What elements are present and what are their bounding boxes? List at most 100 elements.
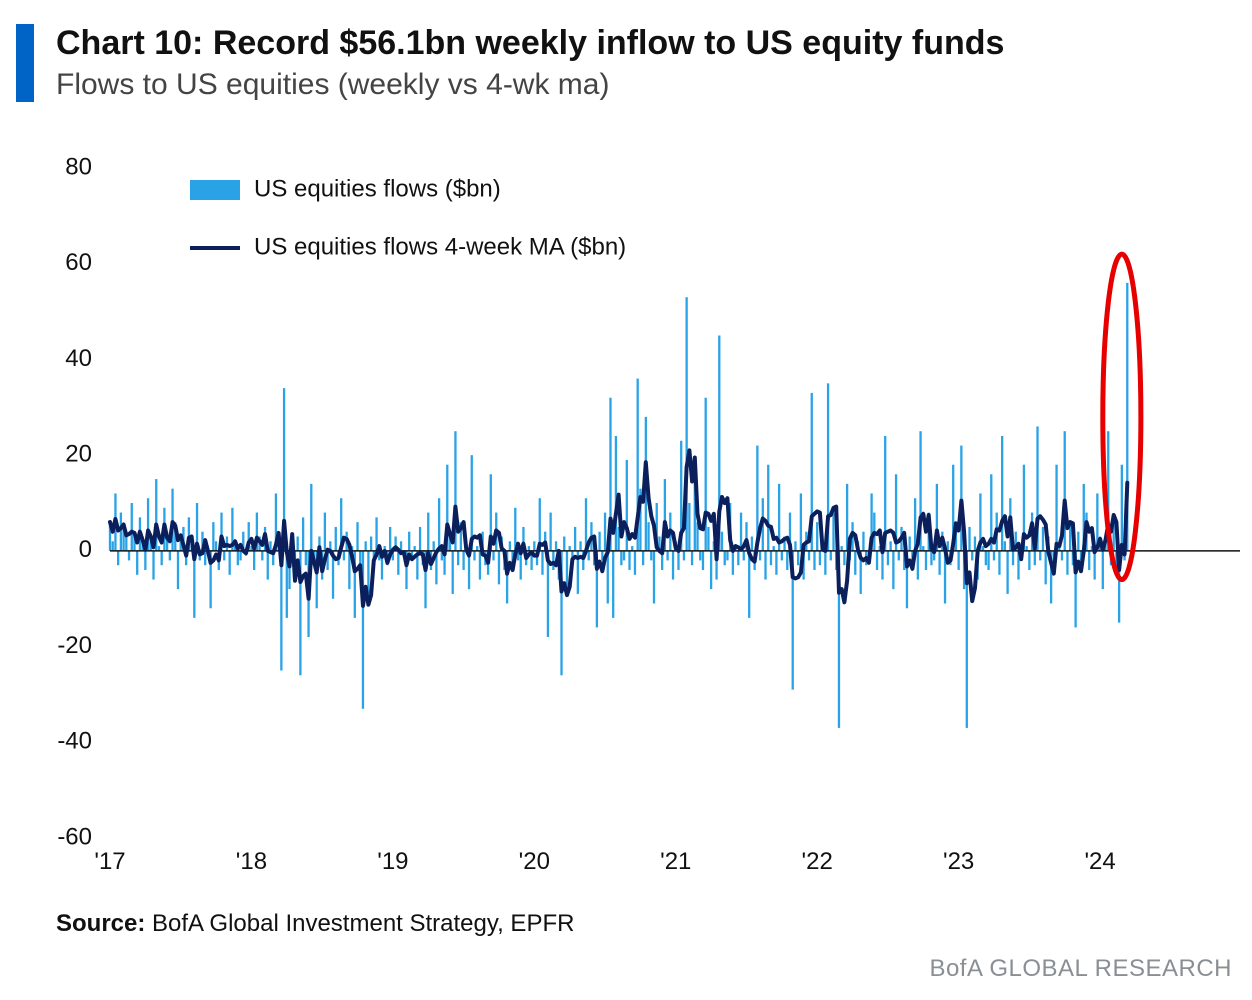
bar (892, 551, 894, 589)
bar (389, 527, 391, 551)
bar (1121, 465, 1123, 551)
footer-brand: BofA GLOBAL RESEARCH (929, 955, 1232, 983)
bar (930, 551, 932, 565)
bar (628, 551, 630, 570)
bar (588, 551, 590, 561)
bar (748, 551, 750, 618)
bar (433, 541, 435, 551)
bar (1088, 551, 1090, 570)
bar (229, 551, 231, 575)
y-tick-label: 40 (65, 345, 92, 372)
y-tick-label: -20 (57, 632, 92, 659)
bar (925, 551, 927, 570)
bar (786, 551, 788, 570)
bar (509, 541, 511, 551)
bar (794, 541, 796, 551)
legend: US equities flows ($bn) US equities flows… (190, 175, 626, 260)
x-tick-label: '23 (943, 848, 974, 875)
y-tick-label: -40 (57, 728, 92, 755)
bar (781, 551, 783, 561)
bar (889, 541, 891, 551)
bar (269, 541, 271, 551)
bar (397, 551, 399, 575)
bar (971, 551, 973, 561)
bar (620, 551, 622, 565)
bar (1077, 532, 1079, 551)
bar (427, 513, 429, 551)
bar (832, 513, 834, 551)
bar (707, 527, 709, 551)
bar (136, 551, 138, 575)
bar (1028, 551, 1030, 570)
bar (324, 513, 326, 551)
legend-label: US equities flows ($bn) (254, 175, 501, 202)
bar (917, 551, 919, 580)
x-tick-label: '19 (377, 848, 408, 875)
bar (152, 551, 154, 580)
bar (604, 513, 606, 551)
bar (237, 551, 239, 565)
bar (305, 551, 307, 565)
bar (335, 527, 337, 551)
accent-bar (16, 24, 34, 102)
bar (732, 551, 734, 575)
bar (579, 541, 581, 551)
bar (677, 551, 679, 570)
bar (253, 551, 255, 570)
bar (968, 527, 970, 551)
bar (408, 532, 410, 551)
bar (479, 551, 481, 580)
bar (726, 551, 728, 561)
bar (987, 551, 989, 570)
bar (824, 551, 826, 575)
bar (552, 551, 554, 570)
bar (974, 537, 976, 551)
bar (598, 532, 600, 551)
bar (634, 551, 636, 575)
source-label: Source: (56, 910, 145, 937)
x-tick-label: '17 (94, 848, 125, 875)
bar (808, 551, 810, 561)
bar (721, 532, 723, 551)
bar (1012, 551, 1014, 565)
bar (419, 527, 421, 551)
bar (816, 522, 818, 551)
bar (650, 551, 652, 561)
bar (1055, 465, 1057, 551)
bar (212, 522, 214, 551)
legend-swatch-bar (190, 180, 240, 200)
legend-label: US equities flows 4-week MA ($bn) (254, 233, 626, 260)
x-tick-label: '22 (802, 848, 833, 875)
bar (938, 551, 940, 575)
bar (343, 551, 345, 561)
source-text: BofA Global Investment Strategy, EPFR (145, 910, 574, 937)
bar (563, 537, 565, 551)
y-tick-label: -60 (57, 823, 92, 850)
bar (1039, 551, 1041, 561)
bar (473, 551, 475, 561)
bar (702, 551, 704, 570)
bar (770, 551, 772, 565)
chart-svg: -60-40-20020406080'17'18'19'20'21'22'23'… (0, 140, 1252, 890)
bar (683, 551, 685, 561)
y-tick-label: 20 (65, 440, 92, 467)
bar (819, 551, 821, 565)
bar (647, 522, 649, 551)
bar (623, 551, 625, 561)
bar (492, 551, 494, 561)
bar (261, 551, 263, 561)
bar (666, 551, 668, 561)
bar (302, 517, 304, 551)
bar (310, 484, 312, 551)
bar (724, 551, 726, 565)
bar (438, 498, 440, 551)
bar (797, 551, 799, 565)
bar (125, 537, 127, 551)
bar (854, 551, 856, 575)
bar (574, 527, 576, 551)
bar (555, 541, 557, 551)
bar (672, 551, 674, 580)
bar (1042, 527, 1044, 551)
bar (223, 551, 225, 561)
bar (764, 551, 766, 580)
